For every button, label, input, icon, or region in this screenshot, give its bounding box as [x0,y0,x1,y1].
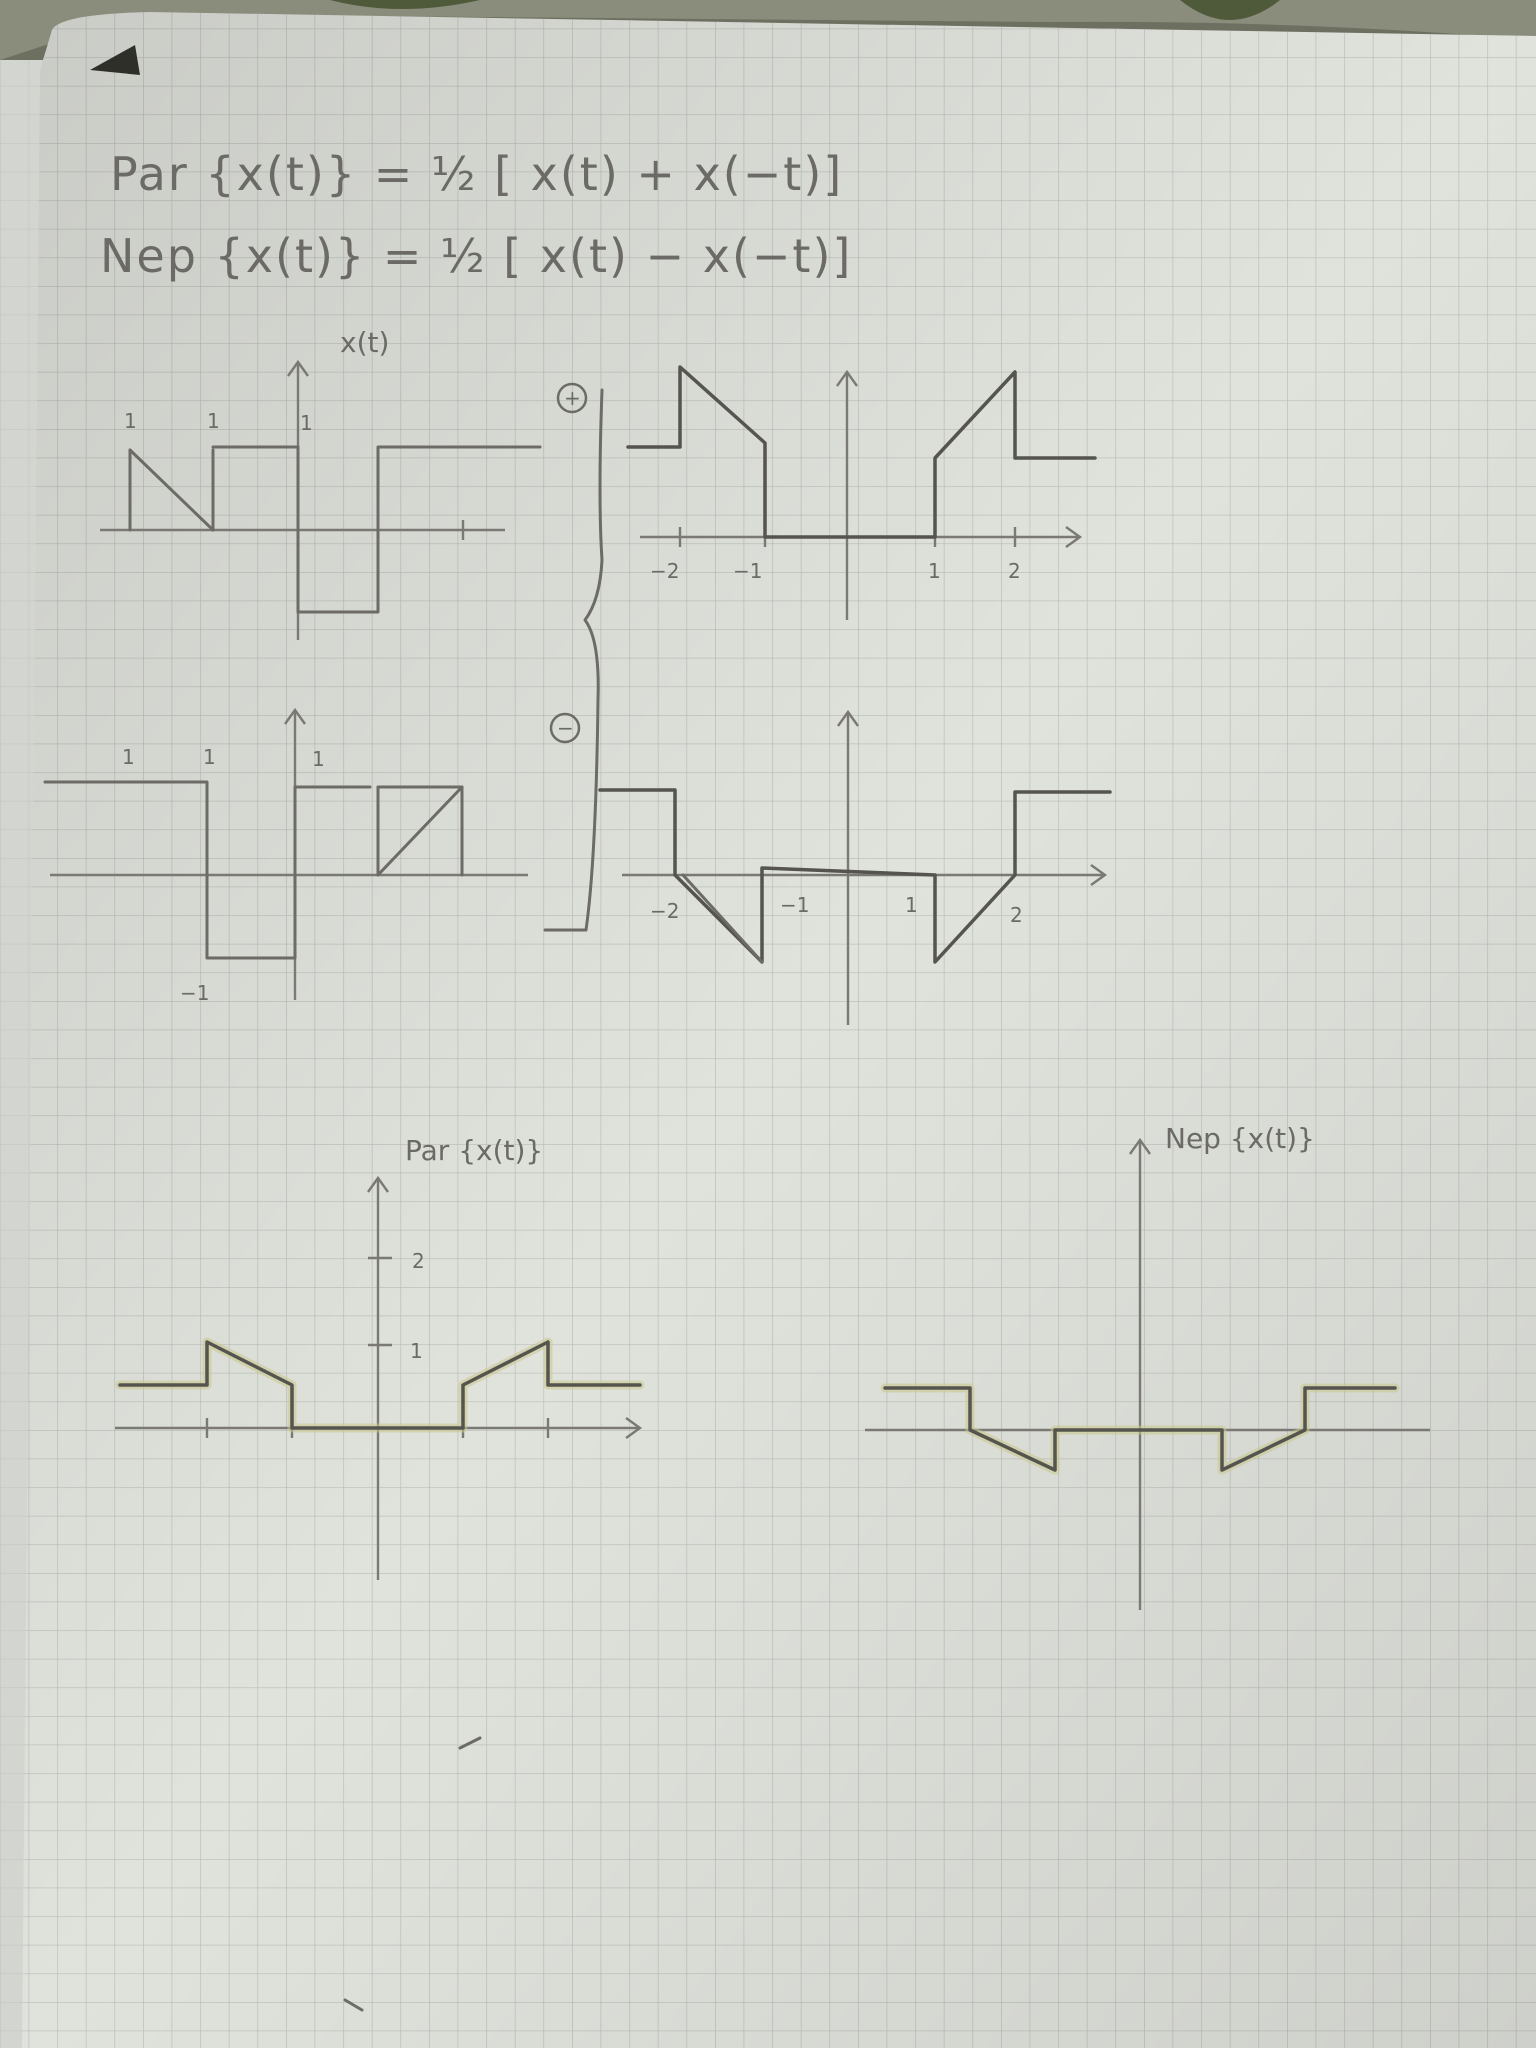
signal-rect [296,445,542,614]
y-axis-arrow-icon [1129,1137,1151,1155]
signal-even-part [118,1340,642,1430]
x-axis-arrow-icon [1065,526,1083,548]
tick-label: 1 [124,409,137,433]
x-axis-arrow-icon [1090,864,1108,886]
signal-ramp-down [128,448,215,532]
tick-label: 1 [905,893,918,917]
tick-label: −1 [780,893,809,917]
x-axis-arrow-icon [625,1417,643,1439]
graph-x-neg-t: 1 1 1 −1 [43,707,528,1005]
tick-label: −1 [733,559,762,583]
signal-rect [43,780,372,960]
minus-sign: − [557,716,574,740]
tick-label: 1 [312,747,325,771]
y-axis-arrow-icon [836,369,858,387]
signal-difference [598,788,1112,964]
table-surface [0,0,1536,60]
graph-odd-part: Nep {x(t)} [865,1122,1430,1610]
signal-sum [626,365,1097,539]
stray-mark [458,1736,482,1750]
graph-title: Nep {x(t)} [1165,1122,1315,1155]
graph-x-t: x(t) 1 1 1 [100,326,542,640]
tick-label: −1 [180,981,209,1005]
plant-leaf [330,0,480,9]
minus-marker: − [549,712,581,744]
tick-label: 1 [410,1339,423,1363]
tick-label: 1 [122,745,135,769]
y-axis-arrow-icon [367,1175,389,1193]
formula-even: Par {x(t)} = ½ [ x(t) + x(−t)] [110,147,843,201]
tick-label: 1 [928,559,941,583]
tick-label: 2 [1010,903,1023,927]
graph-title: Par {x(t)} [405,1134,543,1167]
formula-odd: Nep {x(t)} = ½ [ x(t) − x(−t)] [100,229,852,283]
plus-marker: + [556,382,588,414]
tick-label: 2 [1008,559,1021,583]
stray-mark [343,1998,364,2012]
tick-label: 1 [207,409,220,433]
y-axis-arrow-icon [837,709,859,727]
tick-label: 1 [203,745,216,769]
graph-even-part: Par {x(t)} 2 1 [115,1134,645,1580]
graph-difference: −2 −1 1 2 [598,709,1112,1025]
graph-sum: −2 −1 1 2 [626,365,1097,620]
tick-label: −2 [650,559,679,583]
tick-label: 2 [412,1249,425,1273]
plus-sign: + [564,386,581,410]
plant-leaf [1180,0,1280,20]
curly-brace [543,388,604,932]
binding-tab [90,45,140,75]
y-axis-arrow-icon [287,359,309,377]
graph-title: x(t) [340,326,389,359]
signal-odd-part [883,1386,1397,1472]
tick-label: −2 [650,899,679,923]
tick-label: 1 [300,411,313,435]
y-axis-arrow-icon [284,707,306,725]
